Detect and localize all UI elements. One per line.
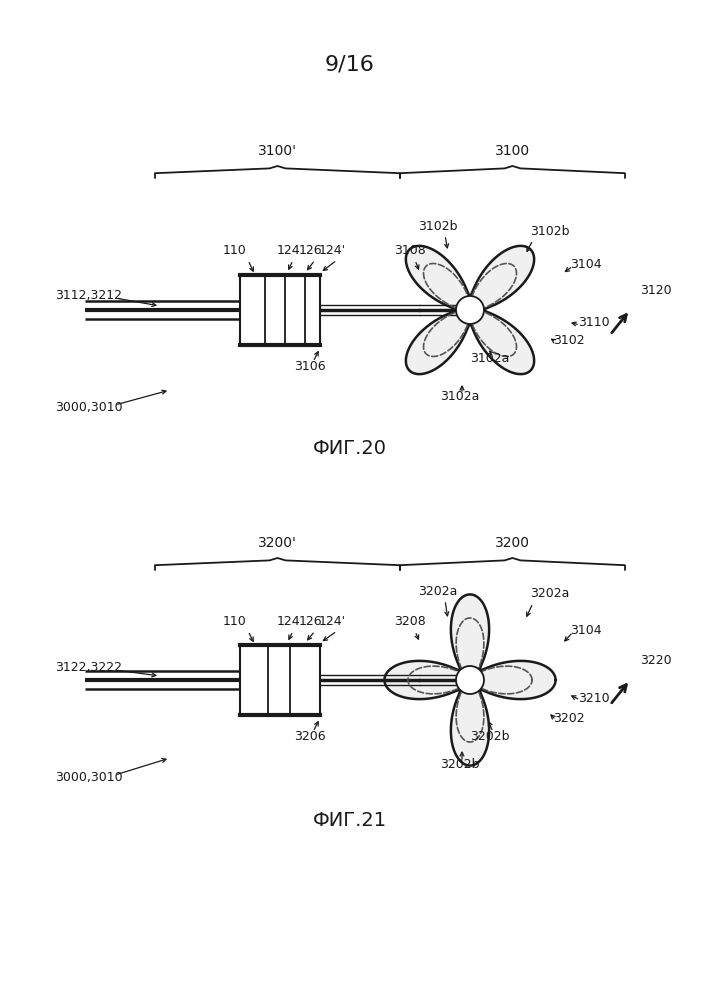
Text: 3102: 3102: [553, 334, 585, 347]
Circle shape: [456, 296, 484, 324]
Text: 3106: 3106: [294, 360, 326, 373]
Text: 126: 126: [298, 615, 322, 628]
Polygon shape: [406, 246, 534, 374]
Bar: [240, 275, 320, 345]
Text: 3000,3010: 3000,3010: [55, 772, 123, 784]
Text: 3200': 3200': [258, 536, 297, 550]
Text: 3108: 3108: [394, 244, 426, 257]
Text: 3110: 3110: [578, 316, 610, 328]
Text: 3112,3212: 3112,3212: [55, 290, 122, 302]
Text: 3210: 3210: [578, 692, 610, 704]
Text: 3100': 3100': [258, 144, 297, 158]
Text: 9/16: 9/16: [325, 55, 375, 75]
Bar: [240, 645, 320, 715]
Text: 126: 126: [298, 244, 322, 257]
Text: 3202a: 3202a: [418, 585, 458, 598]
Text: 3208: 3208: [394, 615, 426, 628]
Text: 3202a: 3202a: [530, 587, 569, 600]
Text: 124': 124': [318, 244, 346, 257]
Text: 3202b: 3202b: [440, 758, 479, 771]
Text: ФИГ.21: ФИГ.21: [313, 810, 387, 830]
Text: 3104: 3104: [570, 624, 601, 637]
Text: 3102a: 3102a: [440, 390, 479, 403]
Text: 3200: 3200: [495, 536, 530, 550]
Circle shape: [456, 666, 484, 694]
Text: 3100: 3100: [495, 144, 530, 158]
Text: ФИГ.20: ФИГ.20: [313, 438, 387, 458]
Text: 3122,3222: 3122,3222: [55, 662, 122, 674]
Text: 124: 124: [276, 244, 300, 257]
Text: 124: 124: [276, 615, 300, 628]
Text: 3102b: 3102b: [530, 225, 569, 238]
Text: 3202: 3202: [553, 712, 585, 724]
Text: 3120: 3120: [640, 284, 672, 296]
Text: 3220: 3220: [640, 654, 672, 666]
Text: 3104: 3104: [570, 257, 601, 270]
Text: 3206: 3206: [294, 730, 326, 743]
Polygon shape: [384, 594, 556, 766]
Text: 124': 124': [318, 615, 346, 628]
Text: 3102a: 3102a: [470, 352, 510, 365]
Text: 110: 110: [223, 615, 247, 628]
Text: 3202b: 3202b: [470, 730, 510, 743]
Text: 110: 110: [223, 244, 247, 257]
Text: 3000,3010: 3000,3010: [55, 401, 123, 414]
Text: 3102b: 3102b: [418, 220, 458, 233]
